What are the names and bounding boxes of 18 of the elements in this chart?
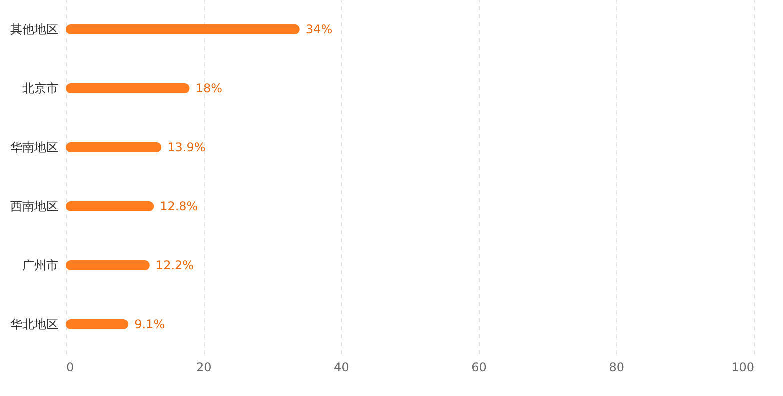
data-label: 18% (196, 82, 223, 96)
y-tick-label: 北京市 (22, 82, 58, 96)
y-tick-label: 广州市 (22, 258, 58, 272)
x-tick-label: 80 (609, 360, 625, 374)
data-label: 9.1% (134, 318, 166, 332)
x-tick-label: 100 (732, 360, 754, 374)
y-tick-label: 其他地区 (10, 22, 58, 36)
y-tick-label: 西南地区 (10, 200, 58, 214)
x-tick-label: 0 (66, 360, 74, 374)
y-tick-label: 华北地区 (10, 318, 58, 332)
x-tick-label: 40 (334, 360, 350, 374)
x-tick-label: 60 (472, 360, 487, 374)
data-label: 12.8% (160, 200, 198, 214)
data-label: 12.2% (156, 258, 194, 272)
data-label: 13.9% (168, 140, 206, 154)
x-tick-label: 20 (196, 360, 212, 374)
data-label: 34% (306, 22, 333, 36)
y-tick-label: 华南地区 (10, 140, 58, 154)
